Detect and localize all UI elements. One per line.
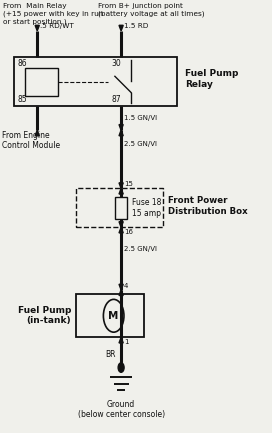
Text: 30: 30 [112,59,121,68]
Polygon shape [119,130,123,136]
Text: 86: 86 [17,59,27,68]
Text: .5 RD/WT: .5 RD/WT [40,23,74,29]
Text: From B+ junction point
(battery voltage at all times): From B+ junction point (battery voltage … [98,3,205,17]
Text: 1: 1 [124,339,128,345]
Text: From Engine
Control Module: From Engine Control Module [2,131,60,150]
Polygon shape [119,222,123,227]
Polygon shape [119,284,123,290]
Polygon shape [35,130,39,136]
Bar [25,68,57,96]
Text: 15: 15 [124,181,133,187]
Text: M: M [109,311,119,321]
Text: Fuel Pump
(in-tank): Fuel Pump (in-tank) [18,306,71,326]
Text: 85: 85 [17,95,27,104]
Polygon shape [119,227,123,233]
Text: BR: BR [105,350,115,359]
Text: Fuel Pump
Relay: Fuel Pump Relay [185,69,238,89]
Text: 2.5 GN/VI: 2.5 GN/VI [124,246,157,252]
Polygon shape [119,337,123,343]
Text: 16: 16 [124,229,133,235]
Polygon shape [119,25,123,31]
Bar [76,188,163,227]
Text: 4: 4 [124,283,128,289]
Text: Ground
(below center console): Ground (below center console) [78,400,165,419]
Polygon shape [119,188,123,194]
Text: 1.5 GN/VI: 1.5 GN/VI [124,115,157,121]
Polygon shape [119,125,123,130]
Text: 2.5 GN/VI: 2.5 GN/VI [124,141,157,147]
Bar [14,57,177,107]
Text: From  Main Relay
(+15 power with key in run
or start position ): From Main Relay (+15 power with key in r… [4,3,104,25]
Text: 1.5 RD: 1.5 RD [124,23,148,29]
Text: Front Power
Distribution Box: Front Power Distribution Box [168,196,248,216]
Polygon shape [35,25,39,31]
Polygon shape [119,183,123,188]
Text: Fuse 18
15 amp: Fuse 18 15 amp [132,198,161,217]
Circle shape [118,363,124,372]
Polygon shape [119,290,123,295]
Text: 87: 87 [112,95,121,104]
Bar [76,294,144,337]
Bar [115,197,127,219]
